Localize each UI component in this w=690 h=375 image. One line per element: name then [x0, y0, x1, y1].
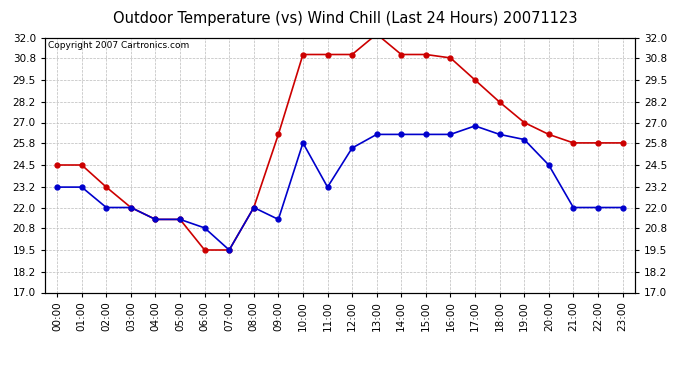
Text: Outdoor Temperature (vs) Wind Chill (Last 24 Hours) 20071123: Outdoor Temperature (vs) Wind Chill (Las… [112, 11, 578, 26]
Text: Copyright 2007 Cartronics.com: Copyright 2007 Cartronics.com [48, 41, 189, 50]
